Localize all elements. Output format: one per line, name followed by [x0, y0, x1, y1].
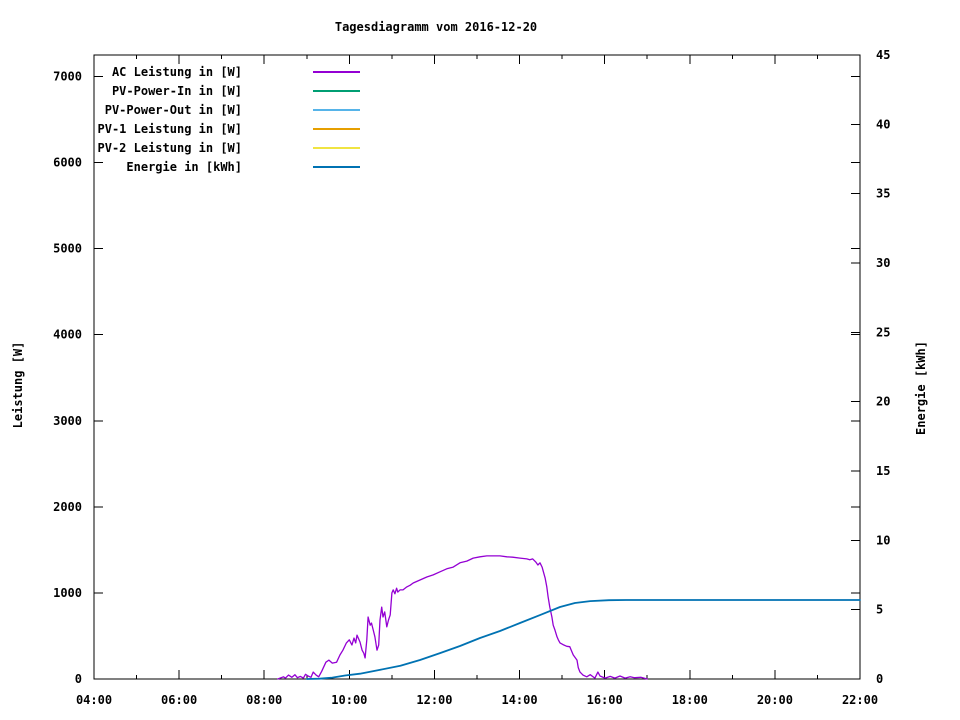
legend: AC Leistung in [W] PV-Power-In in [W] PV… [92, 62, 360, 176]
legend-color-sample-pv-out [313, 108, 360, 111]
y2-axis-tick-label: 35 [876, 187, 890, 201]
y2-axis-tick-label: 30 [876, 256, 890, 270]
series-line-0 [277, 555, 648, 680]
y1-axis-tick-label: 7000 [53, 70, 82, 84]
y1-axis-tick-label: 4000 [53, 328, 82, 342]
y2-axis-tick-label: 25 [876, 325, 890, 339]
legend-label: AC Leistung in [W] [111, 64, 242, 79]
legend-label: PV-Power-Out in [W] [104, 102, 242, 117]
legend-item-pv-power-in: PV-Power-In in [W] [92, 81, 360, 100]
y2-axis-tick-label: 15 [876, 464, 890, 478]
y1-axis-tick-label: 5000 [53, 242, 82, 256]
x-axis-tick-label: 18:00 [672, 693, 708, 707]
y1-axis-tick-label: 3000 [53, 414, 82, 428]
legend-color-sample-energie [313, 165, 360, 168]
x-axis-tick-label: 14:00 [501, 693, 537, 707]
y1-axis-tick-label: 1000 [53, 586, 82, 600]
y1-axis-tick-label: 0 [75, 672, 82, 686]
legend-item-pv-power-out: PV-Power-Out in [W] [92, 100, 360, 119]
legend-label: PV-1 Leistung in [W] [97, 121, 243, 136]
x-axis-tick-label: 10:00 [331, 693, 367, 707]
x-axis-tick-label: 08:00 [246, 693, 282, 707]
legend-item-energie: Energie in [kWh] [92, 157, 360, 176]
legend-item-ac-leistung: AC Leistung in [W] [92, 62, 360, 81]
legend-item-pv1-leistung: PV-1 Leistung in [W] [92, 119, 360, 138]
y1-axis-tick-label: 6000 [53, 156, 82, 170]
y2-axis-tick-label: 5 [876, 603, 883, 617]
x-axis-tick-label: 06:00 [161, 693, 197, 707]
chart-title: Tagesdiagramm vom 2016-12-20 [334, 20, 538, 34]
series-line-5 [305, 599, 861, 680]
legend-label: Energie in [kWh] [126, 159, 242, 174]
legend-label: PV-Power-In in [W] [111, 83, 242, 98]
y2-axis-tick-label: 20 [876, 395, 890, 409]
x-axis-tick-label: 16:00 [587, 693, 623, 707]
axis-ticks [93, 54, 861, 680]
x-axis-tick-label: 12:00 [416, 693, 452, 707]
y2-axis-tick-label: 10 [876, 533, 890, 547]
x-axis-tick-label: 22:00 [842, 693, 878, 707]
legend-color-sample-pv-in [313, 89, 360, 92]
y2-axis-tick-label: 0 [876, 672, 883, 686]
legend-color-sample-ac [313, 70, 360, 73]
x-axis-tick-label: 04:00 [76, 693, 112, 707]
axis-tick-labels: 04:00 06:00 08:00 10:00 12:00 14:00 16:00 18:00… [53, 48, 890, 707]
legend-color-sample-pv2 [313, 146, 360, 149]
legend-item-pv2-leistung: PV-2 Leistung in [W] [92, 138, 360, 157]
y2-axis-tick-label: 40 [876, 117, 890, 131]
y2-axis-tick-label: 45 [876, 48, 890, 62]
legend-label: PV-2 Leistung in [W] [97, 140, 243, 155]
legend-color-sample-pv1 [313, 127, 360, 130]
x-axis-tick-label: 20:00 [757, 693, 793, 707]
y1-axis-tick-label: 2000 [53, 500, 82, 514]
